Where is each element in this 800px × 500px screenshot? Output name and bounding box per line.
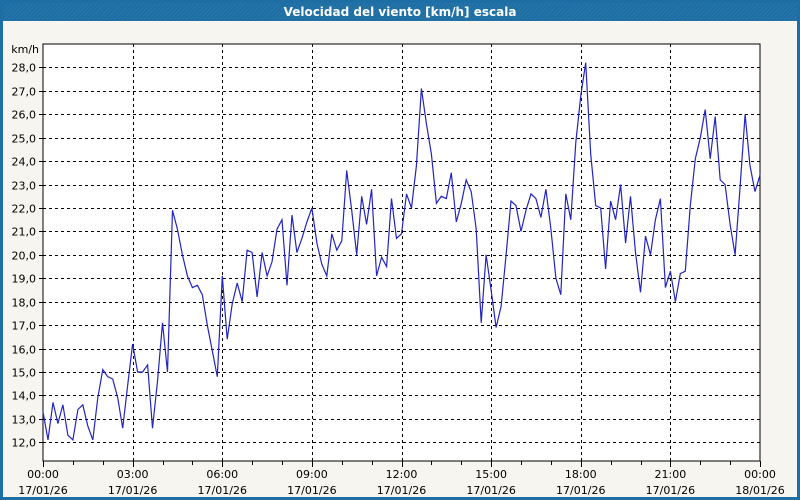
plot-area (42, 43, 761, 462)
wind-speed-line (42, 62, 761, 442)
y-axis-tick-label: 22,0 (12, 203, 37, 216)
chart-title-bar: Velocidad del viento [km/h] escala (3, 3, 797, 21)
x-axis-date-label: 17/01/26 (287, 484, 336, 497)
x-axis-ticks (43, 461, 761, 467)
y-axis-tick-label: 26,0 (12, 109, 37, 122)
y-axis-tick-label: 14,0 (12, 390, 37, 403)
y-axis-tick-label: 28,0 (12, 62, 37, 75)
x-axis-date-label: 17/01/26 (377, 484, 426, 497)
x-axis-time-label: 03:00 (117, 468, 149, 481)
y-axis-tick-label: 17,0 (12, 320, 37, 333)
y-axis-tick-label: 25,0 (12, 133, 37, 146)
y-axis-tick-label: 23,0 (12, 180, 37, 193)
x-axis-time-label: 00:00 (27, 468, 59, 481)
x-axis-date-label: 17/01/26 (646, 484, 695, 497)
y-axis-tick-label: 16,0 (12, 344, 37, 357)
x-axis-labels: 00:00 17/01/26 03:00 17/01/26 06:00 17/01/26 0… (18, 468, 784, 497)
y-axis-tick-label: 18,0 (12, 297, 37, 310)
y-gridlines-and-labels: 28,0 27,0 26,0 25,0 24,0 23,0 22,0 21,0 20,0 19,0… (12, 62, 760, 450)
y-axis-tick-label: 27,0 (12, 86, 37, 99)
x-axis-date-label: 17/01/26 (466, 484, 515, 497)
y-axis-unit-label: km/h (11, 43, 39, 56)
x-axis-time-label: 00:00 (744, 468, 776, 481)
x-axis-date-label: 17/01/26 (198, 484, 247, 497)
x-axis-time-label: 15:00 (475, 468, 507, 481)
y-axis-tick-label: 24,0 (12, 156, 37, 169)
x-axis-date-label: 17/01/26 (556, 484, 605, 497)
x-axis-time-label: 06:00 (206, 468, 238, 481)
x-axis-time-label: 12:00 (386, 468, 418, 481)
y-axis-tick-label: 21,0 (12, 226, 37, 239)
x-axis-time-label: 18:00 (565, 468, 597, 481)
x-axis-date-label: 17/01/26 (108, 484, 157, 497)
x-axis-time-label: 09:00 (296, 468, 328, 481)
x-axis-date-label: 17/01/26 (18, 484, 67, 497)
wind-speed-chart-plot: 28,0 27,0 26,0 25,0 24,0 23,0 22,0 21,0 20,0 19,0… (11, 43, 784, 497)
chart-title: Velocidad del viento [km/h] escala (283, 5, 517, 19)
y-axis-tick-label: 15,0 (12, 367, 37, 380)
x-axis-date-label: 18/01/26 (735, 484, 784, 497)
x-axis-time-label: 21:00 (655, 468, 687, 481)
y-axis-tick-label: 20,0 (12, 250, 37, 263)
y-axis-tick-label: 19,0 (12, 273, 37, 286)
y-axis-tick-label: 13,0 (12, 414, 37, 427)
y-axis-tick-label: 12,0 (12, 437, 37, 450)
